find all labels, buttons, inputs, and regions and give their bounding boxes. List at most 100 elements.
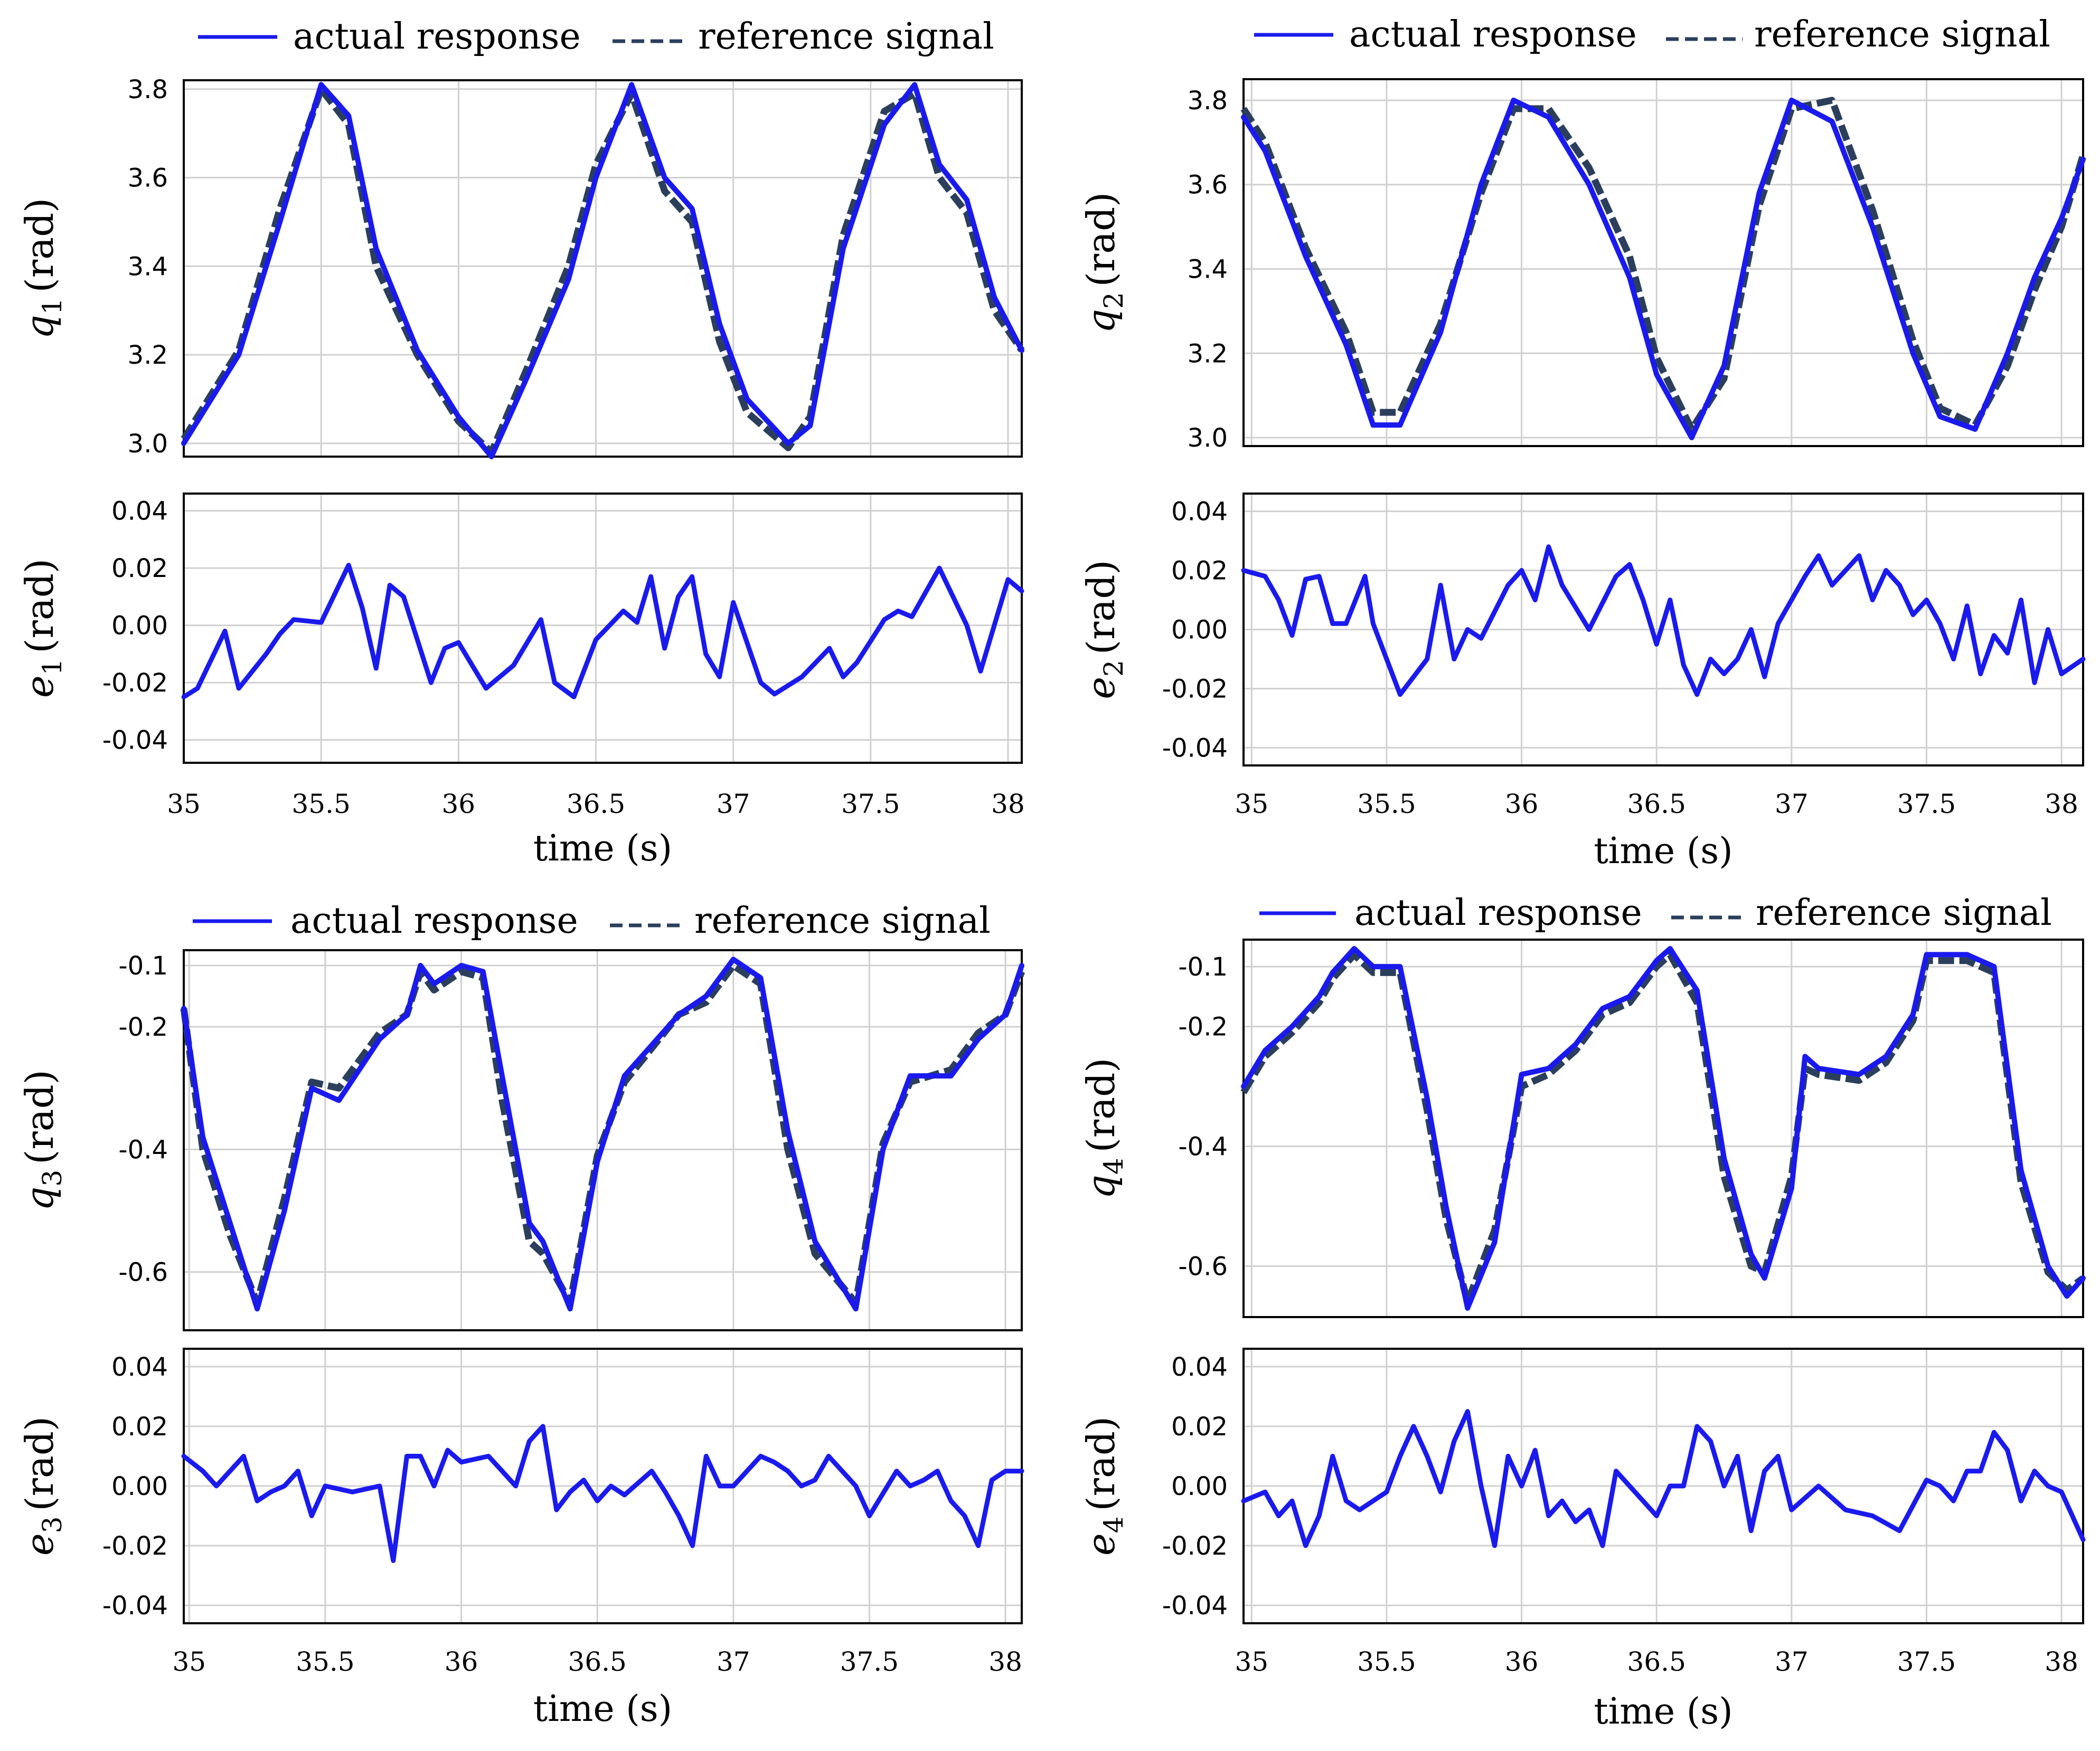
panel3-xtick-label: 37 [717, 1646, 750, 1677]
panel1-xtick-label: 37.5 [841, 789, 900, 819]
panel2-legend-actual-label: actual response [1349, 14, 1637, 55]
panel3-e-ylabel-symbol: e [17, 1533, 62, 1556]
panel1-xlabel: time (s) [533, 828, 672, 869]
panel2-q-reference-line [1240, 97, 2087, 433]
panel2-q-ytick-label: 3.2 [1188, 339, 1228, 368]
panel2-e-ytick-label: -0.02 [1162, 674, 1228, 704]
panel4-xlabel: time (s) [1594, 1691, 1732, 1733]
panel1-q-ytick-label: 3.0 [128, 429, 168, 459]
panel3-e-error-line [181, 1424, 1024, 1563]
panel3-xtick-label: 35.5 [296, 1646, 354, 1677]
panel2-q-axes: 3.0 3.2 3.4 3.6 3.8 [1188, 78, 2084, 453]
panel4-q-ytick-label: -0.2 [1178, 1012, 1228, 1042]
panel1-q-ylabel-unit: (rad) [17, 198, 62, 293]
panel1-q-ytick-label: 3.6 [128, 164, 168, 193]
panel2-q-ytick-label: 3.0 [1188, 423, 1228, 453]
panel2-e-axes: -0.04 -0.02 0.00 0.02 0.04 [1162, 493, 2084, 766]
panel2-q-ylabel-unit: (rad) [1079, 192, 1123, 287]
panel3-q-ylabel: q3 (rad) [17, 1069, 68, 1211]
panel3-e-ytick-label: -0.02 [102, 1531, 168, 1561]
panel2-xtick-label: 35 [1235, 789, 1269, 819]
panel2-e-frame [1242, 493, 2084, 766]
panel2-q-ylabel: q2 (rad) [1079, 192, 1129, 334]
panel1-e-ytick-label: 0.00 [111, 611, 168, 641]
panel2-e-ylabel-unit: (rad) [1079, 560, 1123, 655]
panel4-q-ytick-label: -0.6 [1178, 1252, 1228, 1282]
panel2-xtick-label: 35.5 [1357, 789, 1416, 819]
panel4-e-ytick-label: -0.02 [1162, 1531, 1228, 1561]
panel4-q-reference-line [1240, 951, 2085, 1306]
panel1-legend-actual-label: actual response [293, 16, 581, 58]
panel4-xtick-label: 36 [1505, 1646, 1539, 1677]
panel1-q-frame [183, 79, 1023, 458]
panel2-q-frame [1242, 78, 2084, 447]
panel1-e-ytick-label: -0.02 [102, 668, 168, 698]
panel4-legend: actual response reference signal [1259, 892, 2052, 934]
panel4-e-ytick-label: 0.02 [1171, 1412, 1228, 1442]
panel1-xtick-label: 37 [717, 789, 750, 819]
panel4-q-ylabel-symbol: q [1079, 1175, 1123, 1199]
panel1-e-ytick-label: 0.04 [111, 497, 168, 526]
panel3-legend-actual-label: actual response [290, 900, 578, 942]
panel2-legend: actual response reference signal [1254, 14, 2050, 55]
panel3-xtick-label: 36.5 [568, 1646, 627, 1677]
panel3-legend: actual response reference signal [193, 900, 991, 942]
panel3-q-ytick-label: -0.6 [118, 1258, 168, 1288]
panel4-q-ylabel: q4 (rad) [1079, 1058, 1129, 1199]
panel4-e-ytick-label: -0.04 [1162, 1591, 1228, 1621]
panel4-xtick-label: 37 [1775, 1646, 1809, 1677]
panel4-xtick-label: 36.5 [1627, 1646, 1686, 1677]
panel3-xtick-label: 37.5 [840, 1646, 899, 1677]
panel3-q-ytick-label: -0.4 [118, 1135, 168, 1165]
panel1-e-ylabel-symbol: e [17, 675, 62, 698]
panel3-xlabel: time (s) [533, 1688, 672, 1730]
panel1-e-ylabel-unit: (rad) [17, 559, 62, 654]
panel4-e-ylabel: e4 (rad) [1079, 1416, 1129, 1556]
panel3-e-frame [183, 1348, 1023, 1624]
panel1-q-ylabel: q1 (rad) [17, 198, 68, 339]
panel2-xtick-label: 37.5 [1897, 789, 1956, 819]
panel4-xtick-label: 35 [1235, 1646, 1269, 1677]
panel2-xtick-label: 38 [2045, 789, 2078, 819]
panel2-xlabel: time (s) [1594, 830, 1732, 872]
panel1-q-axes: 3.0 3.2 3.4 3.6 3.8 [128, 75, 1023, 459]
panel4-q-frame [1242, 939, 2084, 1318]
panel1-e-ylabel-index: 1 [37, 659, 68, 676]
panel2-q-ytick-label: 3.6 [1188, 171, 1228, 200]
panel4-e-ylabel-unit: (rad) [1079, 1416, 1123, 1511]
panel2-e-error-line [1241, 544, 2086, 697]
panel2-xtick-label: 37 [1775, 789, 1809, 819]
panel4-e-ytick-label: 0.00 [1171, 1472, 1228, 1501]
panel2-q-ylabel-symbol: q [1079, 309, 1123, 333]
panel3-e-ylabel-index: 3 [37, 1517, 68, 1534]
panel4-xtick-label: 37.5 [1897, 1646, 1956, 1677]
panel2: actual response reference signal 3.0 3.2 3.4… [1079, 14, 2087, 872]
panel1-e-ylabel: e1 (rad) [17, 559, 68, 698]
panel1-xtick-label: 36.5 [567, 789, 625, 819]
panel3-q-ytick-label: -0.2 [118, 1012, 168, 1042]
panel4-e-ylabel-symbol: e [1079, 1533, 1123, 1556]
panel1-xtick-label: 35.5 [291, 789, 350, 819]
panel4-e-error-line [1241, 1409, 2086, 1548]
panel2-q-ytick-label: 3.4 [1188, 254, 1228, 284]
panel1: actual response reference signal 3.0 3.2 3.4… [17, 16, 1025, 869]
panel4-xtick-label: 38 [2045, 1646, 2078, 1677]
panel3-e-axes: -0.04 -0.02 0.00 0.02 0.04 [102, 1348, 1023, 1624]
panel3-xtick-label: 36 [445, 1646, 478, 1677]
panel2-e-ytick-label: 0.00 [1171, 616, 1228, 645]
panel3-q-ylabel-unit: (rad) [17, 1069, 62, 1165]
panel4-e-ytick-label: 0.04 [1171, 1352, 1228, 1382]
panel4-xtick-label: 35.5 [1357, 1646, 1416, 1677]
panel1-legend: actual response reference signal [198, 16, 994, 58]
panel2-e-ytick-label: -0.04 [1162, 733, 1228, 763]
panel2-q-actual-line [1241, 97, 2086, 440]
panel2-e-ylabel: e2 (rad) [1079, 560, 1129, 699]
panel2-xtick-label: 36.5 [1627, 789, 1686, 819]
panel4-e-ylabel-index: 4 [1098, 1517, 1129, 1534]
panel3-q-ylabel-symbol: q [17, 1187, 62, 1211]
panel1-e-ytick-label: 0.02 [111, 554, 168, 583]
panel1-q-ytick-label: 3.8 [128, 75, 168, 105]
panel2-legend-reference-label: reference signal [1754, 14, 2050, 55]
panel3-q-ytick-label: -0.1 [118, 951, 168, 981]
